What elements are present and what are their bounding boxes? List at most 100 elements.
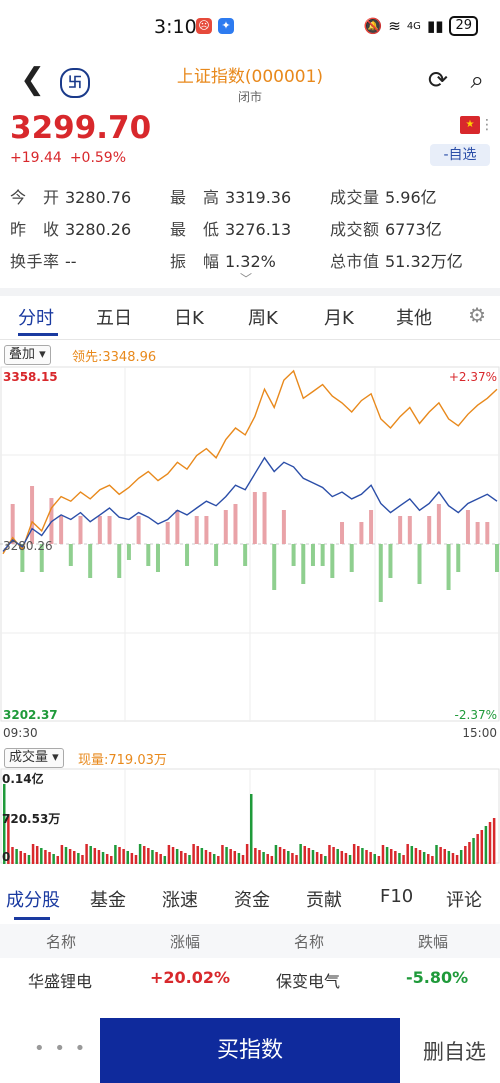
volume-bar [352, 844, 356, 864]
tab-five-day[interactable]: 五日 [96, 308, 132, 329]
search-icon[interactable]: ⌕ [470, 66, 484, 94]
stock-tabs: 成分股 基金 涨速 资金 贡献 F10 评论 [0, 876, 500, 922]
back-icon[interactable]: ❮ [20, 62, 46, 97]
volume-bar [31, 844, 35, 864]
volume-bar [97, 850, 101, 864]
volume-bar [11, 847, 14, 864]
volume-bar [328, 845, 331, 864]
section-divider [0, 288, 500, 296]
tab-daily-k[interactable]: 日K [174, 308, 204, 329]
breadth-bar [68, 544, 73, 566]
table-header: 名称 涨幅 名称 跌幅 [0, 924, 500, 958]
remove-watchlist-footer-button[interactable]: 删自选 [423, 1040, 486, 1064]
intraday-chart[interactable] [0, 366, 500, 726]
refresh-icon[interactable]: ⟳ [427, 66, 448, 94]
breadth-bar [78, 516, 83, 544]
volume-bar [192, 844, 195, 864]
breadth-bar [88, 544, 93, 578]
tab-intraday[interactable]: 分时 [18, 308, 54, 329]
breadth-bar [272, 544, 277, 590]
breadth-bar [107, 516, 112, 544]
volume-bar [184, 853, 187, 864]
stat-value: 1.32% [225, 252, 276, 271]
y-min-label: 3202.37 [3, 708, 58, 722]
volume-bar [110, 856, 113, 864]
table-row[interactable]: 华盛锂电 +20.02% 保变电气 -5.80% [0, 960, 500, 998]
volume-bar [369, 852, 372, 864]
stat-label: 最 高 [170, 188, 220, 207]
volume-bar [394, 851, 397, 864]
china-flag-icon: ★ [460, 116, 480, 134]
volume-bar [348, 855, 352, 864]
breadth-bar [301, 544, 306, 584]
volume-bar [287, 851, 290, 864]
volume-bar [180, 851, 183, 864]
tab-constituents[interactable]: 成分股 [6, 890, 60, 911]
volume-bar [266, 854, 269, 864]
column-header[interactable]: 跌幅 [418, 933, 449, 951]
breadth-bar [243, 544, 248, 566]
buy-index-button[interactable]: 买指数 [100, 1018, 400, 1083]
stat-label: 今 开 [10, 188, 60, 207]
volume-bar [122, 849, 125, 864]
breadth-bar [456, 544, 461, 572]
volume-bar [278, 847, 282, 864]
tab-f10[interactable]: F10 [380, 886, 414, 907]
tab-other[interactable]: 其他 [396, 308, 432, 329]
expand-chevron-icon[interactable]: ﹀ [240, 272, 253, 286]
tab-speed[interactable]: 涨速 [162, 890, 198, 911]
stat-amplitude: 振 幅 1.32% [170, 248, 276, 272]
volume-bar [221, 845, 224, 864]
volume-bar [422, 852, 426, 864]
breadth-bar [340, 522, 345, 544]
volume-bar [56, 856, 60, 864]
y-mid-label: 3280.26 [3, 539, 53, 553]
breadth-bar [117, 544, 122, 578]
more-button[interactable]: • • • [34, 1038, 88, 1059]
overlay-select-label: 叠加 [9, 347, 36, 362]
header: ❮ 卐 上证指数(000001) 闭市 ⟳ ⌕ [0, 56, 500, 108]
tab-monthly-k[interactable]: 月K [324, 308, 354, 329]
breadth-bar [185, 544, 190, 566]
volume-bar [315, 852, 319, 864]
market-status: 闭市 [237, 90, 262, 104]
stock-loss: -5.80% [406, 968, 469, 987]
footer-bar: • • • 买指数 删自选 [0, 1018, 500, 1083]
stat-value: 3280.76 [65, 188, 132, 207]
vol-max-label: 0.14亿 [2, 772, 44, 786]
column-header: 名称 [294, 933, 325, 951]
status-time: 3:10 [154, 16, 197, 38]
volume-bar [381, 845, 385, 864]
stock-name[interactable]: 保变电气 [276, 972, 341, 991]
stat-prev-close: 昨 收 3280.26 [10, 216, 131, 240]
remove-watchlist-button[interactable]: -自选 [430, 144, 490, 166]
volume-bar [147, 848, 150, 864]
tab-comments[interactable]: 评论 [446, 890, 482, 911]
column-header[interactable]: 涨幅 [170, 933, 201, 951]
tab-weekly-k[interactable]: 周K [248, 308, 278, 329]
stat-market-cap: 总市值 51.32万亿 [330, 248, 463, 272]
breadth-bar [30, 486, 35, 544]
tab-funds[interactable]: 基金 [90, 890, 126, 911]
stat-value: -- [65, 252, 77, 271]
volume-bar [439, 847, 442, 864]
volume-chart[interactable] [0, 768, 500, 866]
dropdown-arrow-icon: ▾ [52, 750, 59, 765]
tab-contribution[interactable]: 贡献 [306, 890, 342, 911]
stat-turnover-rate: 换手率 -- [10, 248, 77, 272]
volume-bar [488, 822, 492, 864]
gear-icon[interactable]: ⚙ [468, 303, 486, 327]
overlay-select[interactable]: 叠加 ▾ [4, 345, 51, 365]
breadth-bar [388, 544, 393, 578]
volume-bar [311, 850, 315, 864]
volume-bar [101, 852, 105, 864]
volume-select[interactable]: 成交量 ▾ [4, 748, 64, 768]
volume-bar [40, 848, 43, 864]
volume-bar [3, 784, 6, 864]
breadth-bar [252, 492, 257, 544]
volume-bar [340, 851, 344, 864]
volume-bar [443, 849, 446, 864]
stock-name[interactable]: 华盛锂电 [28, 972, 93, 991]
tab-capital[interactable]: 资金 [234, 890, 270, 911]
volume-bar [459, 850, 463, 864]
